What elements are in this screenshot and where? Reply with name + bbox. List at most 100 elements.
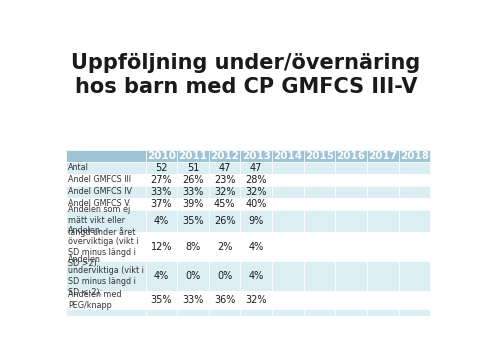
- Bar: [367, 291, 398, 309]
- Bar: [240, 309, 272, 316]
- Text: 27%: 27%: [151, 175, 172, 185]
- Bar: [145, 232, 177, 261]
- Bar: [177, 162, 209, 174]
- Bar: [209, 198, 240, 210]
- Bar: [145, 198, 177, 210]
- Bar: [367, 309, 398, 316]
- Text: 4%: 4%: [154, 271, 169, 281]
- Text: 0%: 0%: [185, 271, 201, 281]
- Text: 32%: 32%: [214, 187, 235, 197]
- Bar: [240, 291, 272, 309]
- Bar: [304, 186, 335, 198]
- Bar: [66, 174, 145, 186]
- Bar: [304, 309, 335, 316]
- Bar: [272, 309, 304, 316]
- Text: 45%: 45%: [214, 199, 235, 209]
- Text: 40%: 40%: [246, 199, 267, 209]
- Text: 12%: 12%: [151, 242, 172, 252]
- Bar: [367, 261, 398, 291]
- Bar: [335, 309, 367, 316]
- Text: 33%: 33%: [151, 187, 172, 197]
- Bar: [398, 198, 430, 210]
- Text: 2015: 2015: [305, 151, 334, 161]
- Bar: [240, 261, 272, 291]
- Bar: [66, 309, 145, 316]
- Bar: [240, 150, 272, 162]
- Text: 47: 47: [218, 163, 231, 173]
- Bar: [209, 162, 240, 174]
- Bar: [177, 261, 209, 291]
- Text: 2016: 2016: [336, 151, 366, 161]
- Text: Andelen
underviktiga (vikt i
SD minus längd i
SD <-2):: Andelen underviktiga (vikt i SD minus lä…: [68, 255, 144, 297]
- Bar: [177, 198, 209, 210]
- Bar: [272, 291, 304, 309]
- Text: 0%: 0%: [217, 271, 232, 281]
- Text: 35%: 35%: [182, 216, 204, 226]
- Text: 4%: 4%: [249, 271, 264, 281]
- Bar: [240, 174, 272, 186]
- Bar: [335, 261, 367, 291]
- Text: 36%: 36%: [214, 295, 235, 305]
- Bar: [367, 174, 398, 186]
- Text: 33%: 33%: [182, 187, 204, 197]
- Bar: [177, 150, 209, 162]
- Bar: [335, 210, 367, 232]
- Bar: [145, 309, 177, 316]
- Bar: [209, 309, 240, 316]
- Bar: [335, 162, 367, 174]
- Text: 2012: 2012: [210, 151, 239, 161]
- Bar: [145, 186, 177, 198]
- Bar: [304, 162, 335, 174]
- Bar: [304, 150, 335, 162]
- Bar: [272, 174, 304, 186]
- Bar: [209, 210, 240, 232]
- Text: 8%: 8%: [185, 242, 201, 252]
- Bar: [240, 232, 272, 261]
- Bar: [272, 162, 304, 174]
- Bar: [66, 186, 145, 198]
- Bar: [304, 198, 335, 210]
- Bar: [304, 210, 335, 232]
- Bar: [304, 174, 335, 186]
- Bar: [145, 150, 177, 162]
- Bar: [177, 186, 209, 198]
- Bar: [66, 198, 145, 210]
- Bar: [398, 186, 430, 198]
- Bar: [335, 291, 367, 309]
- Text: 26%: 26%: [214, 216, 235, 226]
- Text: 28%: 28%: [245, 175, 267, 185]
- Bar: [209, 291, 240, 309]
- Bar: [398, 150, 430, 162]
- Bar: [398, 232, 430, 261]
- Bar: [66, 162, 145, 174]
- Bar: [398, 309, 430, 316]
- Text: 2%: 2%: [217, 242, 232, 252]
- Text: 37%: 37%: [151, 199, 172, 209]
- Bar: [240, 210, 272, 232]
- Bar: [145, 210, 177, 232]
- Bar: [367, 198, 398, 210]
- Text: 2010: 2010: [147, 151, 176, 161]
- Bar: [145, 291, 177, 309]
- Text: Uppföljning under/övernäring
hos barn med CP GMFCS III-V: Uppföljning under/övernäring hos barn me…: [72, 53, 420, 97]
- Bar: [335, 198, 367, 210]
- Text: 2014: 2014: [273, 151, 302, 161]
- Bar: [209, 174, 240, 186]
- Bar: [177, 232, 209, 261]
- Text: 4%: 4%: [249, 242, 264, 252]
- Bar: [398, 291, 430, 309]
- Bar: [272, 186, 304, 198]
- Bar: [209, 232, 240, 261]
- Bar: [398, 174, 430, 186]
- Bar: [272, 210, 304, 232]
- Text: 2018: 2018: [400, 151, 429, 161]
- Bar: [177, 291, 209, 309]
- Bar: [209, 261, 240, 291]
- Text: 26%: 26%: [182, 175, 204, 185]
- Bar: [177, 210, 209, 232]
- Bar: [367, 186, 398, 198]
- Bar: [240, 198, 272, 210]
- Bar: [398, 162, 430, 174]
- Text: 2017: 2017: [368, 151, 397, 161]
- Bar: [398, 261, 430, 291]
